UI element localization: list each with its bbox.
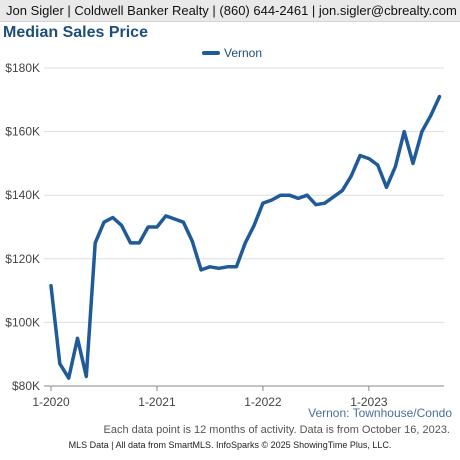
footer-credits: MLS Data | All data from SmartMLS. InfoS… [68,440,392,450]
header-bar: Jon Sigler | Coldwell Banker Realty | (8… [0,0,460,22]
x-tick-label: 1-2022 [244,395,282,409]
legend: Vernon [202,46,262,60]
data-note: Each data point is 12 months of activity… [103,424,450,436]
x-axis: 1-2020 1-2021 1-2022 1-2023 [32,386,388,409]
x-tick-label: 1-2023 [350,395,388,409]
y-tick-label: $80K [12,379,40,393]
grid-lines [44,67,444,387]
y-tick-label: $160K [5,125,40,139]
legend-label: Vernon [224,46,262,60]
y-tick-label: $180K [5,61,40,75]
x-tick-label: 1-2020 [32,395,70,409]
x-tick-label: 1-2021 [138,395,176,409]
chart-title: Median Sales Price [3,24,148,41]
y-tick-label: $140K [5,188,40,202]
y-tick-label: $100K [5,315,40,329]
agent-contact-info: Jon Sigler | Coldwell Banker Realty | (8… [6,3,457,18]
y-tick-label: $120K [5,252,40,266]
series-line-vernon [49,94,442,380]
chart-subtitle: Vernon: Townhouse/Condo [308,406,452,420]
y-axis-labels: $80K $100K $120K $140K $160K $180K [5,61,40,393]
series-layer [49,94,442,380]
